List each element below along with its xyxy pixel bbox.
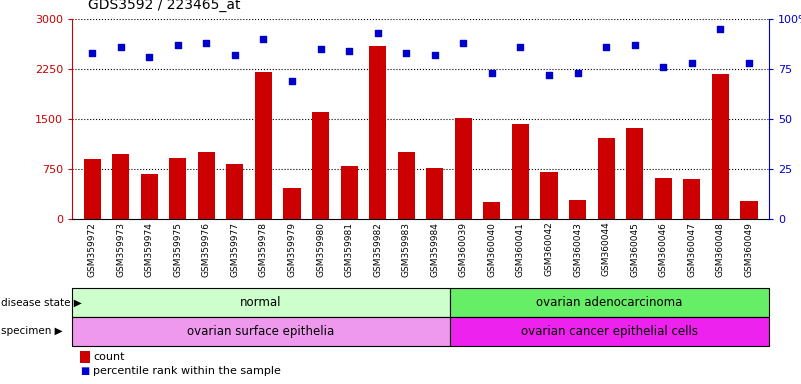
Bar xyxy=(340,166,358,219)
Point xyxy=(743,60,755,66)
Bar xyxy=(255,73,272,219)
Text: ovarian cancer epithelial cells: ovarian cancer epithelial cells xyxy=(521,325,698,338)
Point xyxy=(143,54,155,60)
Point xyxy=(714,26,727,32)
Point xyxy=(429,52,441,58)
Bar xyxy=(683,179,700,219)
Text: normal: normal xyxy=(240,296,282,309)
Point xyxy=(485,70,498,76)
Bar xyxy=(512,124,529,219)
Bar xyxy=(227,164,244,219)
Point xyxy=(343,48,356,54)
Bar xyxy=(112,154,129,219)
Bar xyxy=(141,174,158,219)
Point xyxy=(115,44,127,50)
Point xyxy=(686,60,698,66)
Point xyxy=(314,46,327,52)
Point xyxy=(628,42,641,48)
Bar xyxy=(455,118,472,219)
Bar xyxy=(626,128,643,219)
Text: ■: ■ xyxy=(80,366,90,376)
Bar xyxy=(169,158,187,219)
Bar xyxy=(83,159,101,219)
Point xyxy=(372,30,384,36)
Point xyxy=(457,40,469,46)
Bar xyxy=(598,138,614,219)
Text: count: count xyxy=(93,351,124,362)
Text: specimen ▶: specimen ▶ xyxy=(1,326,62,336)
Point xyxy=(286,78,299,84)
Bar xyxy=(712,74,729,219)
Point xyxy=(228,52,241,58)
Point xyxy=(200,40,213,46)
Text: GDS3592 / 223465_at: GDS3592 / 223465_at xyxy=(88,0,240,12)
Bar xyxy=(654,178,672,219)
Bar xyxy=(397,152,415,219)
Text: ovarian surface epithelia: ovarian surface epithelia xyxy=(187,325,335,338)
Bar xyxy=(72,288,449,317)
Text: ovarian adenocarcinoma: ovarian adenocarcinoma xyxy=(536,296,682,309)
Bar xyxy=(369,46,386,219)
Point xyxy=(171,42,184,48)
Point xyxy=(86,50,99,56)
Bar xyxy=(198,152,215,219)
Bar xyxy=(740,201,758,219)
Text: percentile rank within the sample: percentile rank within the sample xyxy=(93,366,281,376)
Point xyxy=(600,44,613,50)
Bar xyxy=(449,317,769,346)
Bar xyxy=(284,188,300,219)
Point xyxy=(657,64,670,70)
Point xyxy=(571,70,584,76)
Text: disease state ▶: disease state ▶ xyxy=(1,297,82,308)
Point xyxy=(257,36,270,42)
Point xyxy=(514,44,527,50)
Bar xyxy=(426,168,444,219)
Bar xyxy=(449,288,769,317)
Point xyxy=(542,72,555,78)
Bar xyxy=(569,200,586,219)
Bar xyxy=(312,113,329,219)
Point xyxy=(400,50,413,56)
Bar xyxy=(541,172,557,219)
Bar xyxy=(72,317,449,346)
Bar xyxy=(483,202,501,219)
